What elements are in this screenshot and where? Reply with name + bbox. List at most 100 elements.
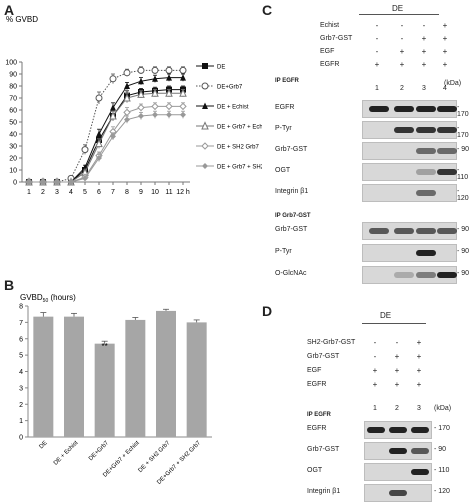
blot-c-row-label: P-Tyr <box>275 125 292 132</box>
chart-a-point-s2 <box>179 66 187 74</box>
chart-a-xtick-label: 7 <box>111 189 115 196</box>
panel-label-a: A <box>4 2 15 18</box>
blot-c-treatment-sign: + <box>421 60 427 69</box>
blot-d-strip <box>364 484 432 502</box>
chart-a-point-s6 <box>96 155 102 161</box>
blot-c-mw: - 170 <box>457 125 469 139</box>
blot-c-band <box>437 272 457 278</box>
chart-a-xtick-label: 2 <box>41 189 45 196</box>
blot-c-kda: (kDa) <box>444 80 462 87</box>
chart-b-bar-6 <box>186 322 207 437</box>
blot-c-band <box>416 250 436 256</box>
chart-a-point-s5 <box>151 102 159 111</box>
blot-c-band <box>416 106 436 112</box>
blot-c-row-label: O-GlcNAc <box>275 270 307 277</box>
chart-a-point-s3 <box>110 104 116 111</box>
chart-a-point-s3 <box>96 130 102 137</box>
blot-c-band <box>369 106 389 112</box>
blot-c-mw: - 90 <box>457 146 470 153</box>
blot-c-treatment-label: EGFR <box>320 61 340 68</box>
chart-a-point-s4 <box>123 93 131 102</box>
blot-c-treatment-sign: - <box>400 21 404 30</box>
blot-c-band <box>437 169 457 175</box>
chart-a-point-s6 <box>152 111 158 118</box>
chart-a-point-s2 <box>95 94 103 102</box>
chart-a-xtick-label: 6 <box>97 189 101 196</box>
chart-a-xtick-label: 3 <box>55 189 59 196</box>
blot-c-band <box>416 169 436 175</box>
blot-d-treatment-sign: + <box>416 338 422 347</box>
blot-c-treatment-label: Grb7-GST <box>320 35 353 42</box>
chart-b-ytick-label: 2 <box>19 402 23 409</box>
chart-a-series-line-1 <box>29 89 183 183</box>
chart-a-point-s5 <box>165 102 173 111</box>
blot-c-lane-number: 3 <box>422 85 426 92</box>
blot-d-treatment-label: EGFR <box>307 381 327 388</box>
blot-d-lane-number: 2 <box>395 405 399 412</box>
chart-a-xtick-label: 9 <box>139 189 143 196</box>
blot-c-band <box>416 228 436 234</box>
blot-d-strip <box>364 421 432 439</box>
chart-b-category-label: DE + Echist <box>53 440 80 467</box>
chart-b-ytick-label: 3 <box>19 385 23 392</box>
blot-c-row-label: EGFR <box>275 104 295 111</box>
chart-a-ytick-label: 90 <box>9 72 17 79</box>
chart-a-legend-label: DE+Grb7 <box>217 85 243 91</box>
chart-b-bar-3 <box>94 343 115 437</box>
blot-d-mw: - 110 <box>434 467 450 474</box>
blot-c-treatment-sign: + <box>442 60 448 69</box>
chart-b-category-label: DE <box>39 440 49 450</box>
blot-d-row-label: Integrin β1 <box>307 488 341 495</box>
chart-a-xtick-label: 12 h <box>176 189 190 196</box>
blot-d-treatment-sign: + <box>416 352 422 361</box>
chart-b-bar-1 <box>33 316 54 437</box>
chart-a-ytick-label: 10 <box>9 168 17 175</box>
blot-c-band <box>369 228 389 234</box>
blot-d-band <box>389 448 407 454</box>
blot-c-treatment-sign: + <box>399 60 405 69</box>
blot-d: DE SH2-Grb7-GST - - + Grb7-GST - + + EGF + + + EGFR +… <box>262 305 472 502</box>
blot-c-band <box>437 127 457 133</box>
chart-b-ytick-label: 0 <box>19 435 23 442</box>
chart-a-point-s3 <box>180 74 186 81</box>
chart-a-point-s4 <box>109 111 117 120</box>
blot-c-strip <box>362 163 457 181</box>
chart-a-point-s3 <box>138 77 144 85</box>
blot-c-mw: - 120 <box>457 188 469 202</box>
chart-a-xtick-label: 11 <box>165 189 172 196</box>
chart-b-category-label: DE + SH2 Grb7 <box>138 440 172 474</box>
chart-a-point-s2 <box>109 75 117 83</box>
chart-a-legend-label: DE + Echist <box>217 105 249 111</box>
blot-c-strip <box>362 244 457 262</box>
blot-d-treatment-sign: + <box>416 380 422 389</box>
chart-a-point-s4 <box>137 89 145 98</box>
blot-c-treatment-label: Echist <box>320 22 340 29</box>
chart-b-ytick-label: 8 <box>19 304 23 311</box>
blot-c-band <box>437 106 457 112</box>
chart-a-legend: DE DE+Grb7 DE + Echist DE + Grb7 + Echist DE… <box>196 63 262 171</box>
blot-c-row-label: OGT <box>275 167 291 174</box>
blot-c-band <box>437 148 457 154</box>
chart-b-bar-5 <box>156 310 176 437</box>
blot-d-treatment-sign: + <box>394 366 400 375</box>
chart-a-point-s5 <box>179 102 187 111</box>
chart-a-point-s4 <box>179 88 187 97</box>
blot-c-treatment-sign: - <box>422 21 426 30</box>
chart-a-series-line-2 <box>29 69 183 183</box>
chart-b-ytick-label: 5 <box>19 353 23 360</box>
blot-c-ip1-label: IP EGFR <box>275 78 299 84</box>
blot-c-treatment-sign: + <box>442 21 448 30</box>
blot-c-mw: - 90 <box>457 248 470 255</box>
chart-a-legend-marker <box>201 82 209 90</box>
chart-a-point-s6 <box>82 175 88 182</box>
blot-c-band <box>437 228 457 234</box>
blot-c-row-label: Integrin β1 <box>275 188 309 195</box>
blot-d-row-label: EGFR <box>307 425 327 432</box>
blot-c-band <box>394 228 414 234</box>
chart-a-ytick-label: 20 <box>9 156 17 163</box>
chart-a-legend-marker <box>202 163 208 169</box>
blot-d-strip <box>364 442 432 460</box>
chart-a-xtick-label: 8 <box>125 189 129 196</box>
blot-c-strip <box>362 142 457 160</box>
chart-a-xtick-label: 10 <box>151 189 159 196</box>
